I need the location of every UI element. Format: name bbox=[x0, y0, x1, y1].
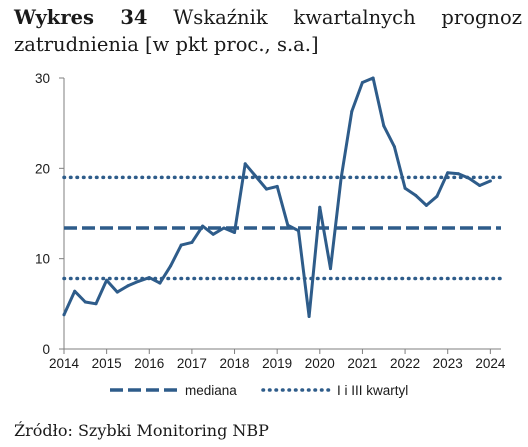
data-point bbox=[467, 176, 471, 180]
data-point bbox=[435, 194, 439, 198]
data-point bbox=[211, 232, 215, 236]
chart-title: Wykres 34 Wskaźnik kwartalnych prognoz z… bbox=[14, 4, 522, 58]
data-point bbox=[94, 302, 98, 306]
chart-title-text: Wskaźnik kwartalnych prognoz zatrudnieni… bbox=[14, 6, 522, 56]
data-point bbox=[137, 279, 141, 283]
x-tick-label: 2019 bbox=[262, 356, 292, 371]
data-point bbox=[105, 278, 109, 282]
series-lines bbox=[62, 76, 492, 318]
data-point bbox=[488, 179, 492, 183]
source-note: Źródło: Szybki Monitoring NBP bbox=[14, 421, 269, 440]
data-point bbox=[307, 315, 311, 318]
reference-lines bbox=[62, 175, 503, 281]
legend: mediana I i III kwartyl bbox=[110, 383, 408, 398]
data-point bbox=[158, 281, 162, 285]
data-point bbox=[233, 231, 236, 234]
data-point bbox=[424, 203, 428, 207]
x-tick-label: 2018 bbox=[220, 356, 250, 371]
data-point bbox=[190, 240, 194, 244]
data-point bbox=[265, 187, 268, 191]
data-point bbox=[360, 81, 364, 84]
data-point bbox=[403, 186, 407, 190]
x-tick-label: 2015 bbox=[92, 356, 122, 371]
data-point bbox=[456, 172, 460, 176]
data-point bbox=[446, 171, 450, 175]
x-tick-label: 2014 bbox=[49, 356, 80, 371]
data-point bbox=[478, 184, 482, 187]
y-tick-label: 20 bbox=[35, 161, 50, 176]
data-point bbox=[286, 223, 290, 227]
y-tick-label: 0 bbox=[42, 342, 50, 357]
data-point bbox=[147, 276, 151, 280]
data-point bbox=[297, 229, 300, 233]
data-point bbox=[179, 243, 183, 247]
data-point bbox=[169, 264, 173, 268]
x-tick-label: 2017 bbox=[177, 356, 207, 371]
data-point bbox=[371, 76, 375, 80]
legend-label-quartile: I i III kwartyl bbox=[337, 383, 408, 398]
data-point bbox=[126, 284, 130, 288]
y-tick-label: 10 bbox=[35, 252, 50, 267]
index-series-line bbox=[62, 76, 492, 318]
chart-number: Wykres 34 bbox=[14, 6, 148, 29]
data-point bbox=[382, 124, 386, 128]
data-point bbox=[414, 193, 418, 197]
data-point bbox=[318, 205, 322, 209]
data-point bbox=[62, 313, 66, 317]
data-point bbox=[392, 145, 396, 149]
data-point bbox=[254, 175, 258, 178]
data-point bbox=[243, 162, 247, 166]
chart-axes: 0 10 20 30 2014 2015 2016 2017 2018 2019 2020 2021 2… bbox=[35, 71, 506, 371]
y-tick-label: 30 bbox=[35, 71, 50, 86]
x-tick-label: 2021 bbox=[347, 356, 377, 371]
data-point bbox=[222, 226, 226, 230]
data-point bbox=[339, 176, 343, 180]
data-point bbox=[350, 109, 354, 113]
data-point bbox=[329, 267, 332, 271]
data-point bbox=[73, 289, 77, 293]
x-tick-label: 2020 bbox=[305, 356, 335, 371]
x-tick-label: 2016 bbox=[134, 356, 164, 371]
x-tick-label: 2024 bbox=[475, 356, 506, 371]
line-chart: 0 10 20 30 2014 2015 2016 2017 2018 2019 2020 2021 2… bbox=[35, 71, 506, 398]
data-point bbox=[275, 184, 279, 188]
data-point bbox=[201, 224, 205, 228]
x-tick-label: 2023 bbox=[433, 356, 463, 371]
data-point bbox=[83, 300, 87, 304]
legend-label-median: mediana bbox=[185, 383, 237, 398]
x-tick-label: 2022 bbox=[390, 356, 420, 371]
data-point bbox=[115, 290, 119, 294]
